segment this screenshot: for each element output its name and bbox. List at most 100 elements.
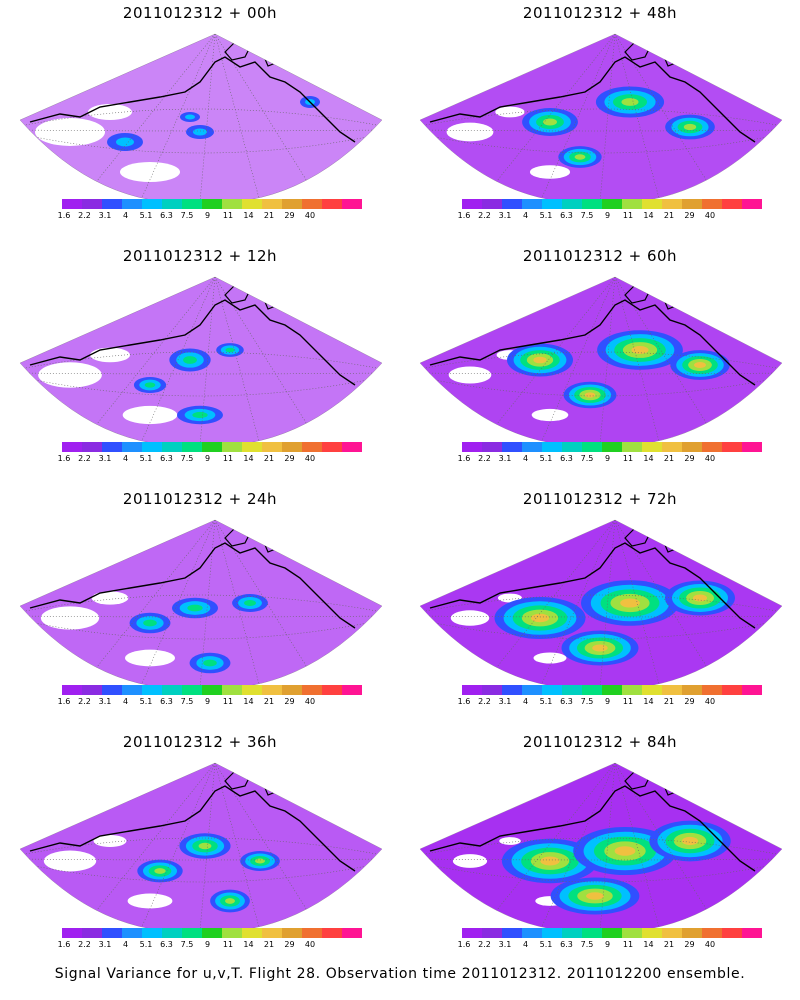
colorbar-swatch xyxy=(222,685,242,695)
colorbar-swatch xyxy=(462,199,482,209)
longitude-line xyxy=(199,34,216,202)
longitude-line xyxy=(599,277,616,445)
colorbar-swatch xyxy=(582,199,602,209)
colorbar-swatch xyxy=(622,928,642,938)
latitude-line xyxy=(420,133,782,154)
map-panel-36h: 2011012312 + 36h 1.6 2.2 3.1 4 5.1 6.3 7.5 9 11 1… xyxy=(0,729,400,972)
colorbar-swatch xyxy=(622,442,642,452)
map-panel-12h: 2011012312 + 12h 1.6 2.2 3.1 4 5.1 6.3 7.5 9 11 1… xyxy=(0,243,400,486)
latitude-line xyxy=(20,372,382,375)
colorbar-swatch xyxy=(742,199,762,209)
colorbar-tick-label: 6.3 xyxy=(560,211,573,220)
colorbar-tick-label: 3.1 xyxy=(498,697,512,706)
variance-map xyxy=(419,519,783,688)
colorbar-swatch xyxy=(502,928,522,938)
colorbar-swatch xyxy=(662,928,682,938)
map-panel-60h: 2011012312 + 60h 1.6 2.2 3.1 4 5.1 6.3 7.5 9 11 1… xyxy=(400,243,800,486)
colorbar-tick-label: 7.5 xyxy=(180,211,194,220)
colorbar-tick-label: 5.1 xyxy=(139,454,153,463)
colorbar-swatch xyxy=(62,199,82,209)
latitude-line xyxy=(420,376,782,397)
colorbar-swatch xyxy=(262,199,282,209)
colorbar-swatch xyxy=(342,685,362,695)
colorbar xyxy=(462,199,762,209)
colorbar-tick-label: 6.3 xyxy=(160,211,173,220)
variance-field xyxy=(420,34,782,202)
latitude-line xyxy=(420,858,782,861)
longitude-line xyxy=(614,34,661,202)
colorbar-swatch xyxy=(102,928,122,938)
colorbar-swatch xyxy=(642,442,662,452)
variance-contour xyxy=(116,137,134,147)
colorbar-swatch xyxy=(462,928,482,938)
panel-title: 2011012312 + 12h xyxy=(122,247,278,265)
latitude-line xyxy=(420,594,782,613)
colorbar-tick-label: 6.3 xyxy=(560,454,573,463)
colorbar-swatch xyxy=(302,685,322,695)
colorbar-tick-label: 14 xyxy=(643,211,654,220)
colorbar-swatch xyxy=(142,442,162,452)
colorbar-swatch xyxy=(742,685,762,695)
longitude-line xyxy=(199,520,216,688)
colorbar-swatch xyxy=(282,442,302,452)
longitude-line xyxy=(214,763,261,931)
latitude-line xyxy=(420,862,782,883)
colorbar-swatch xyxy=(222,928,242,938)
colorbar-swatch xyxy=(122,928,142,938)
colorbar-tick-label: 21 xyxy=(263,211,275,220)
colorbar-tick-label: 11 xyxy=(222,454,234,463)
colorbar-tick-label: 29 xyxy=(684,697,695,706)
colorbar-tick-label: 6.3 xyxy=(160,454,173,463)
colorbar-swatch xyxy=(162,199,182,209)
colorbar-swatch xyxy=(582,442,602,452)
colorbar-tick-label: 5.1 xyxy=(139,940,153,949)
colorbar-tick-label: 11 xyxy=(622,211,634,220)
colorbar-swatch xyxy=(82,442,102,452)
colorbar-swatch xyxy=(82,928,102,938)
longitude-line xyxy=(599,34,616,202)
low-variance-area xyxy=(446,122,494,142)
variance-contour xyxy=(543,118,557,126)
colorbar-tick-label: 9 xyxy=(604,697,611,706)
latitude-line xyxy=(420,615,782,618)
coastline xyxy=(29,542,356,629)
colorbar-swatch xyxy=(602,442,622,452)
latitude-line xyxy=(420,351,782,370)
colorbar-tick-label: 2.2 xyxy=(478,697,491,706)
colorbar-swatch xyxy=(202,199,222,209)
colorbar-tick-label: 2.2 xyxy=(78,697,91,706)
colorbar-swatch xyxy=(542,442,562,452)
low-variance-area xyxy=(531,408,569,422)
latitude-line xyxy=(420,619,782,640)
colorbar-swatch xyxy=(742,928,762,938)
colorbar-ticks: 1.6 2.2 3.1 4 5.1 6.3 7.5 9 11 14 21 29 40 xyxy=(58,697,362,709)
longitude-line xyxy=(139,277,216,445)
colorbar-tick-label: 5.1 xyxy=(539,211,553,220)
colorbar xyxy=(462,442,762,452)
variance-map xyxy=(19,276,383,445)
low-variance-area xyxy=(529,165,571,179)
colorbar-tick-label: 6.3 xyxy=(160,697,173,706)
longitude-line xyxy=(199,277,216,445)
colorbar-swatch xyxy=(542,199,562,209)
colorbar-swatch xyxy=(702,928,722,938)
colorbar-tick-label: 14 xyxy=(243,940,254,949)
low-variance-area xyxy=(88,104,132,120)
colorbar-ticks: 1.6 2.2 3.1 4 5.1 6.3 7.5 9 11 14 21 29 40 xyxy=(58,940,362,952)
latitude-line xyxy=(20,133,382,154)
colorbar-swatch xyxy=(82,685,102,695)
colorbar-swatch xyxy=(242,442,262,452)
colorbar-tick-label: 1.6 xyxy=(57,940,71,949)
colorbar xyxy=(62,928,362,938)
colorbar-tick-label: 1.6 xyxy=(457,697,471,706)
colorbar-swatch xyxy=(582,685,602,695)
colorbar-swatch xyxy=(602,928,622,938)
colorbar-swatch xyxy=(282,199,302,209)
colorbar-tick-label: 11 xyxy=(622,454,634,463)
colorbar-swatch xyxy=(722,442,742,452)
variance-contour xyxy=(620,598,640,608)
variance-contour xyxy=(681,836,699,846)
colorbar-tick-label: 1.6 xyxy=(57,697,71,706)
colorbar-swatch xyxy=(722,928,742,938)
colorbar xyxy=(462,685,762,695)
